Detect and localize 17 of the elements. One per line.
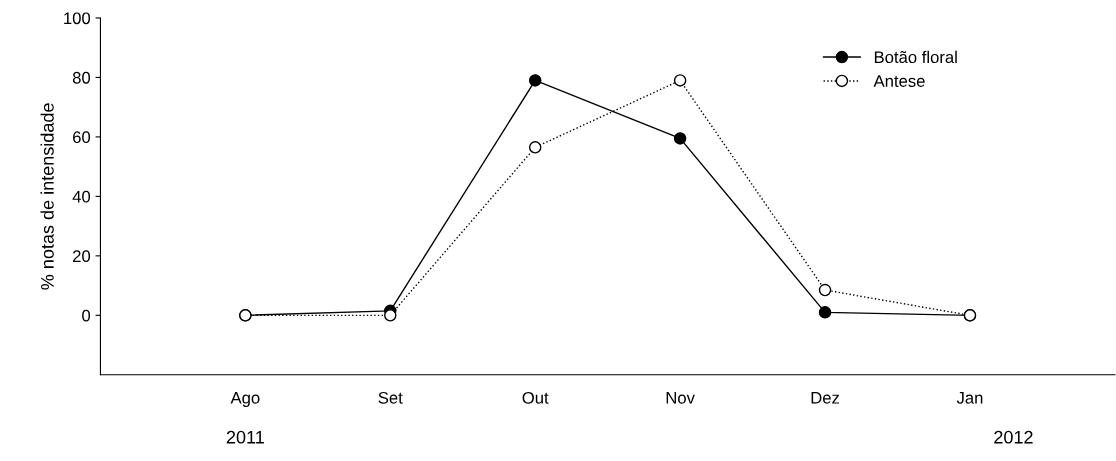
y-tick-label: 40	[72, 190, 91, 203]
x-tick-label: Ago	[230, 392, 260, 407]
y-tick-label: 60	[73, 131, 91, 144]
y-axis-title: % notas de intensidade	[40, 103, 54, 290]
y-tick-label: 100	[64, 12, 91, 25]
text: 2012	[994, 430, 1033, 444]
x-tick-label: Nov	[666, 392, 695, 404]
x-tick-label: Out	[522, 391, 549, 404]
legend-label: Antese	[873, 75, 925, 87]
x-tick-label: Set	[378, 391, 403, 404]
y-tick-label: 0	[82, 309, 91, 322]
text: 2011	[226, 430, 264, 444]
legend-label: Botão floral	[874, 50, 957, 64]
x-tick-label: Jan	[956, 392, 983, 404]
y-tick-label: 20	[73, 250, 91, 263]
x-tick-label: Dez	[811, 392, 840, 404]
y-tick-label: 80	[72, 71, 91, 84]
